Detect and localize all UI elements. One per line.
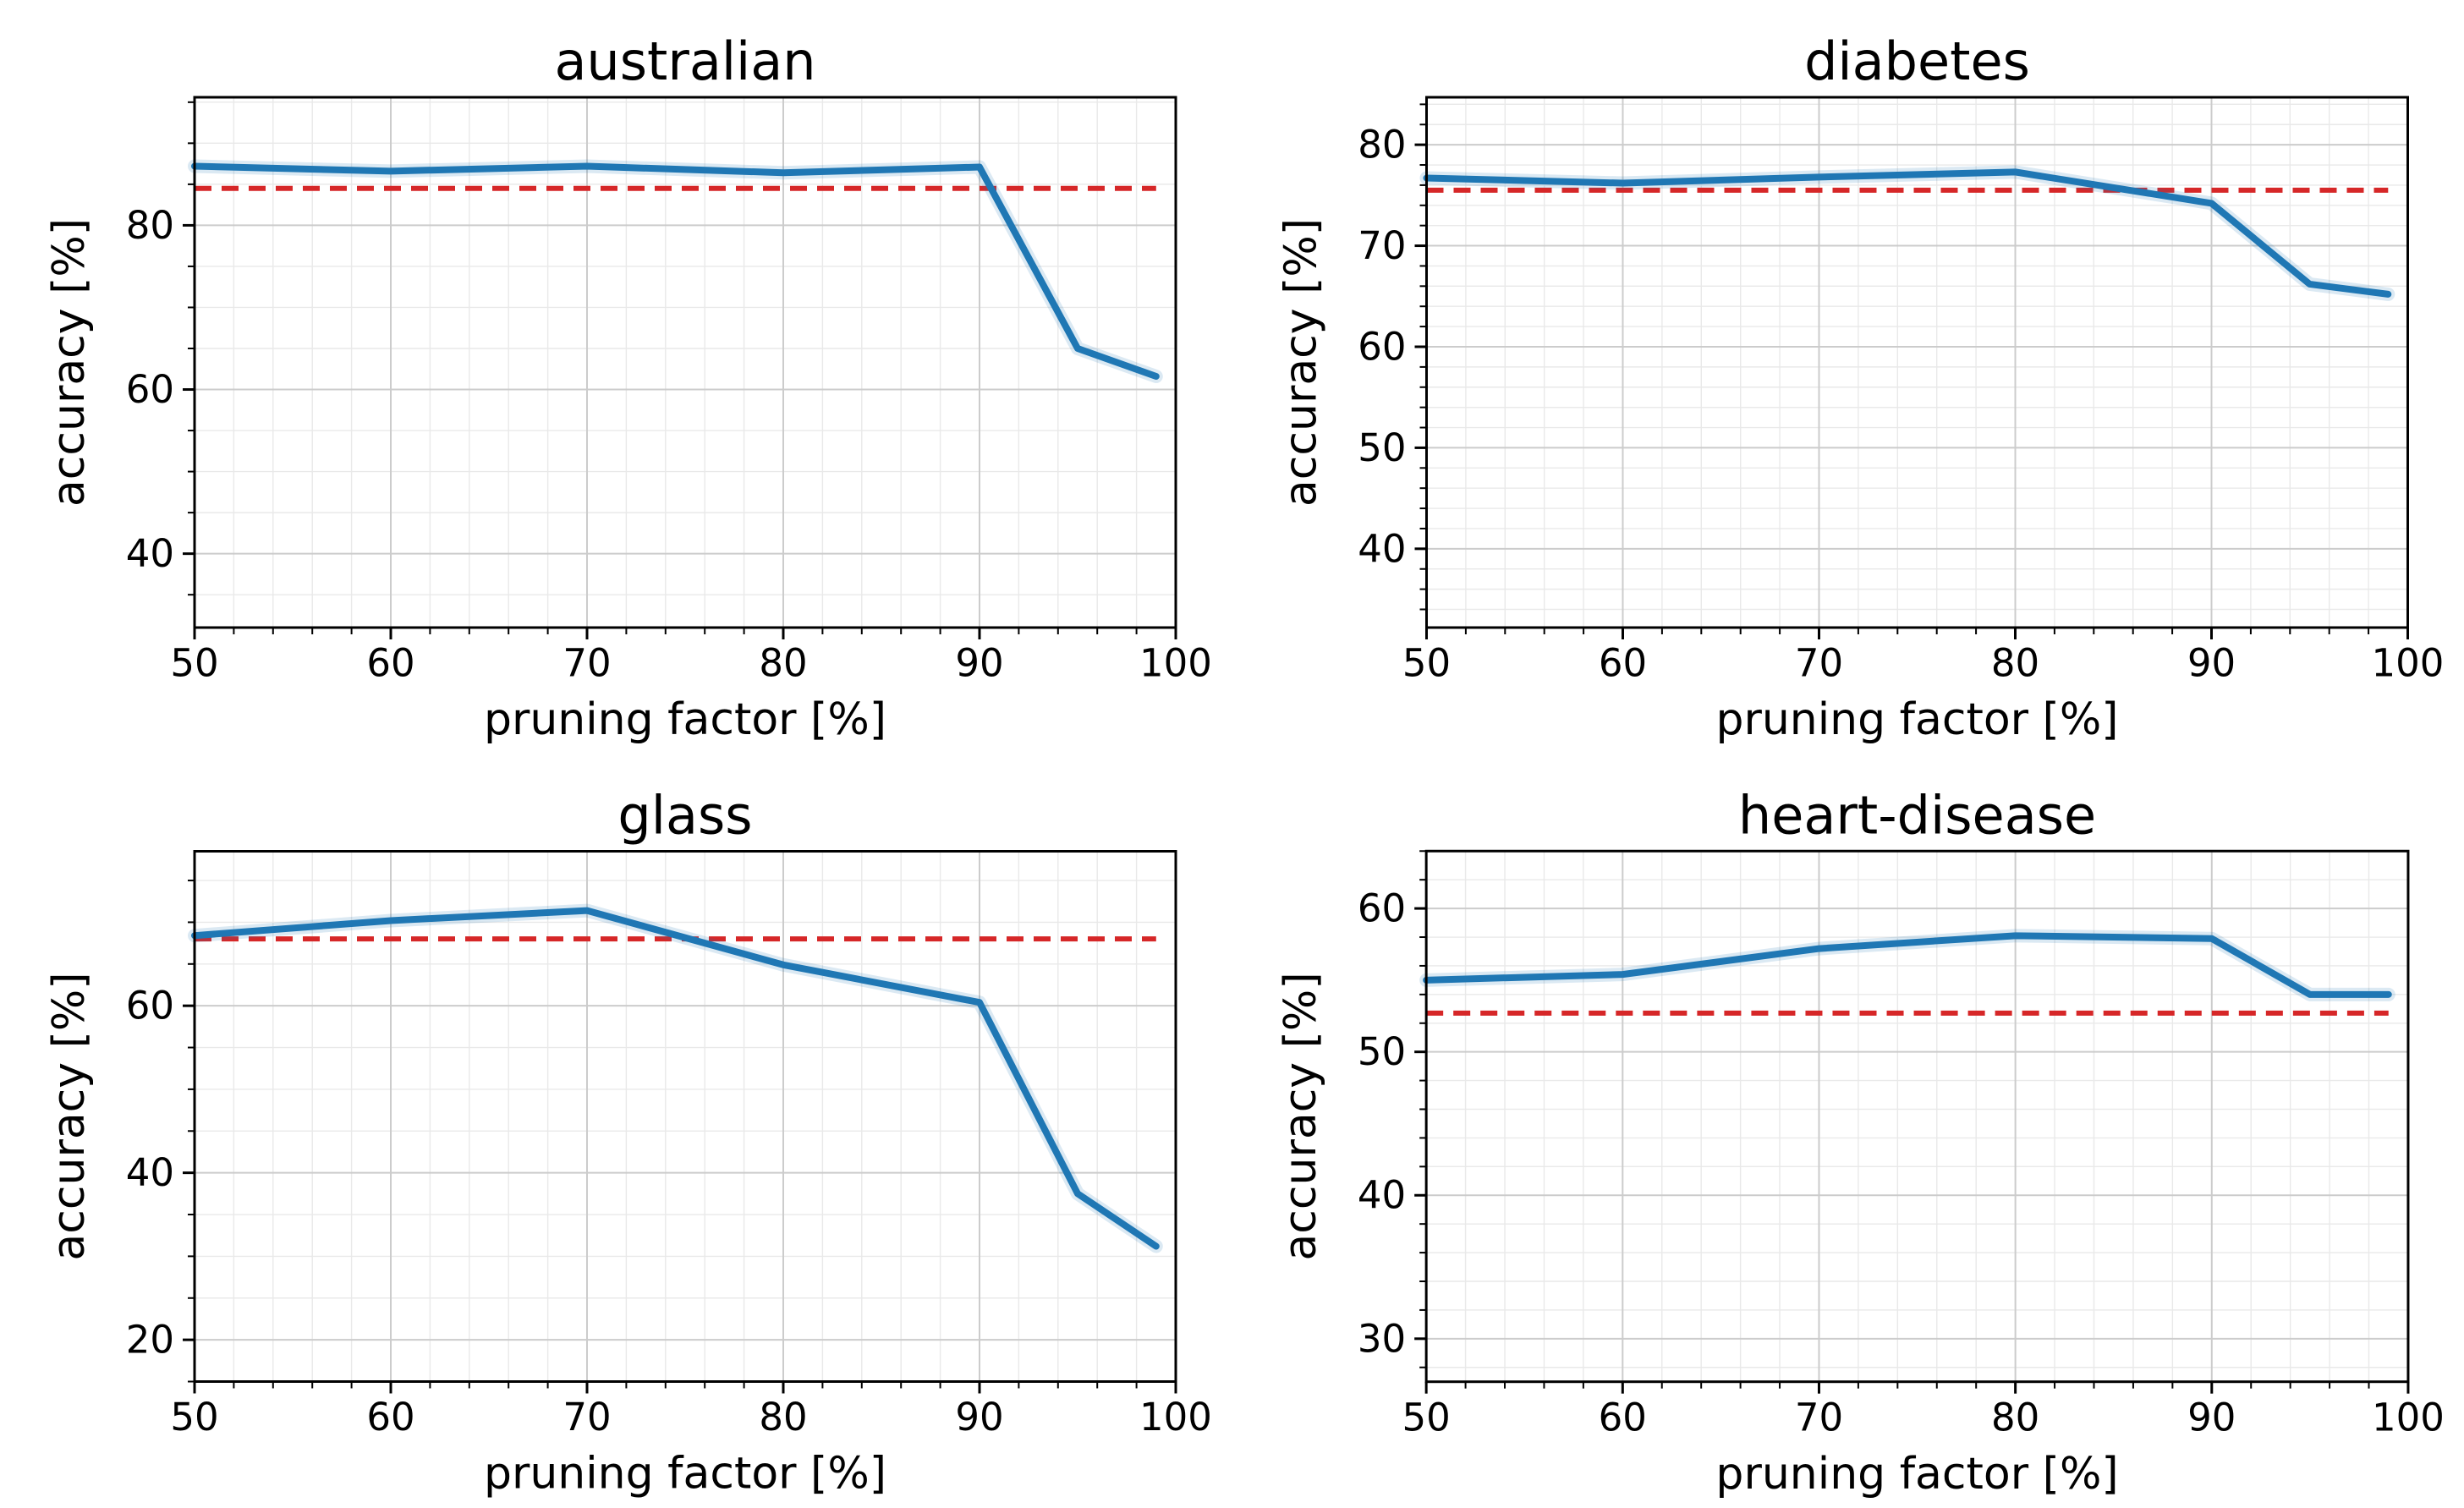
x-tick-label: 90 [2187,1395,2236,1439]
y-tick-label: 60 [126,984,174,1028]
y-tick-label: 60 [126,367,174,412]
axes-spines [193,96,1177,629]
chart-title: heart-disease [1738,784,2096,846]
x-tick-label: 90 [955,1395,1003,1439]
y-tick-label: 40 [126,531,174,576]
chart-diabetes: 50 60 70 80 90 100 40 50 60 70 80 diabetes pruning f… [1276,30,2445,745]
axes-spines [1424,849,2410,1384]
chart-heart-disease: 50 60 70 80 90 100 30 40 50 60 heart-disease prunin… [1276,784,2445,1500]
x-tick-label: 70 [1795,1395,1843,1439]
axes-spines [1425,96,2409,629]
accuracy-line [1423,932,2392,998]
chart-glass: 50 60 70 80 90 100 20 40 60 glass pruning factor [… [44,785,1212,1500]
y-tick-label: 40 [1358,526,1406,571]
x-tick-label: 50 [1402,641,1451,686]
x-tick-label: 70 [562,641,611,686]
chart-cell-glass: 50 60 70 80 90 100 20 40 60 glass pruning factor [… [0,754,1232,1508]
x-tick-label: 90 [2187,641,2236,686]
x-tick-label: 80 [759,641,807,686]
y-axis-label: accuracy [%] [44,972,95,1260]
y-tick-label: 80 [126,203,174,248]
y-tick-label: 60 [1358,886,1406,931]
axes-spines [193,850,1177,1383]
y-tick-label: 30 [1358,1316,1406,1361]
y-tick-label: 60 [1358,324,1406,369]
y-tick-label: 50 [1358,425,1406,470]
x-tick-label: 70 [1795,641,1843,686]
y-tick-label: 70 [1358,223,1406,268]
plot-area [195,97,1176,628]
x-tick-label: 100 [1139,1395,1212,1439]
accuracy-line [191,907,1160,1250]
y-tick-label: 40 [126,1150,174,1195]
x-axis-label: pruning factor [%] [1715,694,2118,745]
x-tick-label: 50 [170,1395,218,1439]
accuracy-line [191,162,1160,380]
x-axis-label: pruning factor [%] [484,1449,886,1500]
x-axis-label: pruning factor [%] [484,694,886,745]
x-tick-label: 50 [1402,1395,1451,1439]
x-tick-label: 60 [366,1395,414,1439]
chart-cell-australian: 50 60 70 80 90 100 40 60 80 australian pruning fac… [0,0,1232,754]
x-tick-label: 90 [955,641,1003,686]
y-tick-label: 20 [126,1318,174,1363]
accuracy-line [1423,168,2392,298]
x-tick-label: 60 [1599,641,1647,686]
x-tick-label: 80 [1991,1395,2039,1439]
y-axis-label: accuracy [%] [1276,218,1327,507]
x-tick-label: 80 [759,1395,807,1439]
chart-title: australian [554,30,815,92]
x-axis-label: pruning factor [%] [1715,1449,2118,1500]
y-tick-label: 80 [1358,123,1406,167]
x-tick-label: 100 [2372,1395,2445,1439]
x-tick-label: 50 [170,641,218,686]
y-axis-label: accuracy [%] [1276,972,1326,1260]
x-tick-label: 100 [1139,641,1212,686]
chart-cell-diabetes: 50 60 70 80 90 100 40 50 60 70 80 diabetes pruning f… [1232,0,2464,754]
x-tick-label: 60 [366,641,414,686]
y-axis-label: accuracy [%] [44,218,95,507]
x-tick-label: 100 [2372,641,2445,686]
chart-australian: 50 60 70 80 90 100 40 60 80 australian pruning fac… [44,30,1212,745]
x-tick-label: 60 [1599,1395,1647,1439]
y-tick-label: 50 [1358,1029,1406,1074]
chart-title: glass [617,785,752,847]
x-tick-label: 80 [1991,641,2039,686]
y-tick-label: 40 [1358,1173,1406,1218]
plot-area [1426,851,2408,1382]
chart-cell-heart-disease: 50 60 70 80 90 100 30 40 50 60 heart-disease prunin… [1232,754,2464,1508]
chart-title: diabetes [1804,30,2030,92]
x-tick-label: 70 [562,1395,611,1439]
